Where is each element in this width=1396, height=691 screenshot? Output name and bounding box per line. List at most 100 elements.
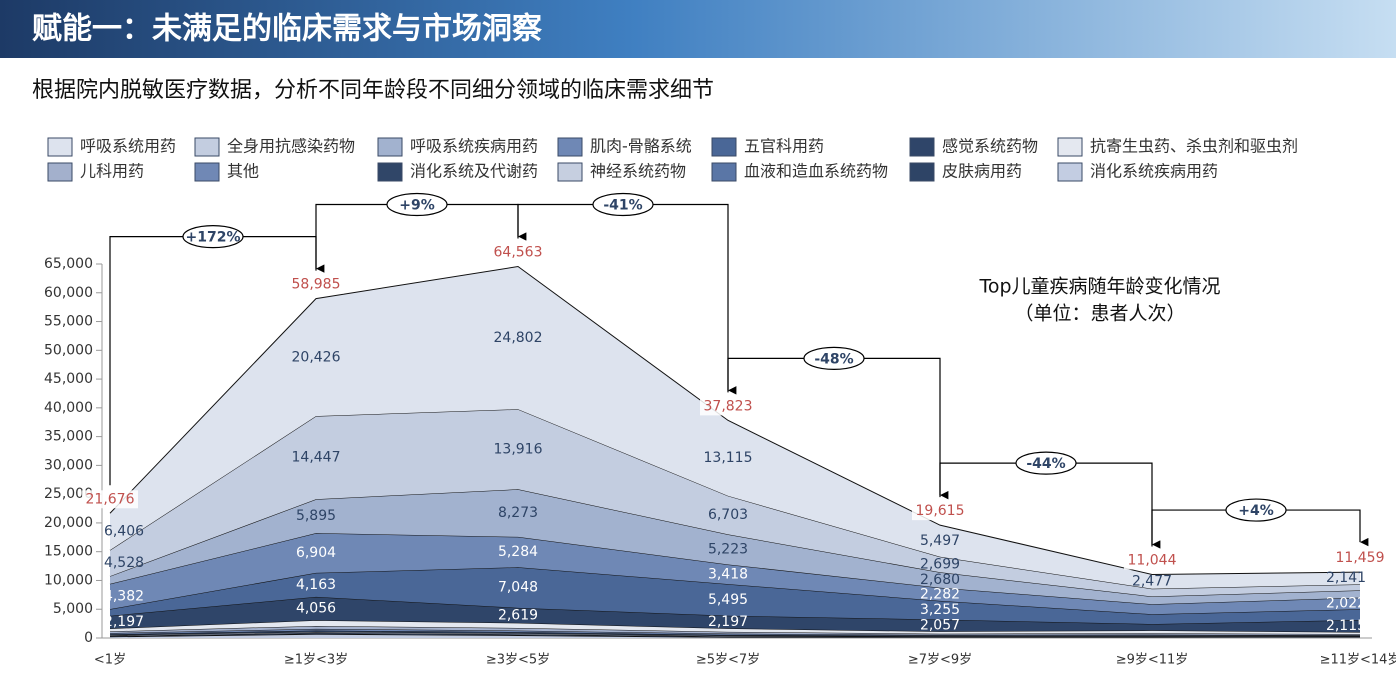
total-bg [1124,551,1180,570]
area-edge [109,630,1361,637]
legend-swatch [557,162,583,182]
x-tick-label: ≥3岁<5岁 [486,653,550,668]
legend-swatch [1057,162,1083,182]
change-badge [386,192,448,217]
total-bg [912,502,968,521]
legend-label: 消化系统疾病用药 [1090,162,1218,181]
area [110,567,1360,625]
data-label: 2,197 [708,614,748,630]
change-badge [592,192,654,217]
area [110,489,1360,605]
y-tick-label: 40,000 [44,400,93,416]
legend-label: 呼吸系统用药 [80,137,176,156]
data-label: 4,056 [296,601,336,617]
data-label: 2,680 [920,572,960,588]
area [110,628,1360,636]
y-tick-label: 30,000 [44,457,93,473]
y-tick-label: 45,000 [44,371,93,387]
legend-swatch [194,162,220,182]
legend-label: 五官科用药 [744,137,824,156]
change-badge [182,225,244,249]
legend-label: 抗寄生虫药、杀虫剂和驱虫剂 [1090,137,1298,156]
total-bg [82,490,138,509]
data-label: 7,048 [498,580,538,596]
data-label: 5,284 [498,544,538,560]
total-bg [288,275,344,294]
data-label: 2,141 [1326,570,1366,586]
data-label: 4,382 [104,589,144,605]
data-label: 2,699 [920,557,960,573]
area [110,620,1360,635]
chart-title: Top儿童疾病随年龄变化情况 [978,276,1220,298]
change-label: -41% [603,198,642,214]
x-tick-label: ≥1岁<3岁 [284,653,348,668]
data-label: 4,163 [296,577,336,593]
x-tick-label: <1岁 [94,653,126,668]
y-tick-label: 55,000 [44,314,93,330]
legend-label: 血液和造血系统药物 [744,162,888,181]
area [110,266,1360,589]
change-badge [1225,498,1287,522]
total-label: 58,985 [292,277,341,293]
total-label: 11,044 [1128,552,1177,568]
header-bar [0,0,1396,58]
legend-swatch [47,162,73,182]
data-label: 24,802 [494,330,543,346]
y-tick-label: 25,000 [44,486,93,502]
data-label: 5,223 [708,541,748,557]
x-tick-label: ≥11岁<14岁 [1320,653,1396,668]
y-tick-label: 15,000 [44,544,93,560]
area [110,409,1360,597]
data-label: 6,406 [104,524,144,540]
data-label: 2,115 [1326,618,1366,634]
x-tick-label: ≥7岁<9岁 [908,653,972,668]
area-edge [109,265,1361,575]
change-label: -44% [1026,456,1065,472]
data-label: 5,497 [920,533,960,549]
total-label: 64,563 [494,245,543,261]
legend-label: 其他 [227,162,259,181]
legend-swatch [1057,137,1083,157]
y-tick-label: 5,000 [53,601,93,617]
total-bg [700,397,756,416]
area [110,596,1360,633]
legend-swatch [711,162,737,182]
legend-swatch [711,137,737,157]
data-label: 2,282 [920,586,960,602]
data-label: 13,916 [494,441,543,457]
y-tick-label: 50,000 [44,342,93,358]
y-tick-label: 65,000 [44,256,93,272]
legend-swatch [557,137,583,157]
area-edge [109,619,1361,633]
data-label: 3,418 [708,566,748,582]
change-label: +4% [1238,503,1274,519]
legend-label: 肌肉-骨骼系统 [590,137,692,156]
data-label: 14,447 [292,450,341,466]
total-label: 21,676 [86,491,135,507]
legend-label: 呼吸系统疾病用药 [410,137,538,156]
legend-swatch [47,137,73,157]
data-label: 2,477 [1132,574,1172,590]
change-label: -48% [814,351,853,367]
y-tick-label: 35,000 [44,429,93,445]
data-label: 5,895 [296,508,336,524]
data-label: 6,703 [708,507,748,523]
legend-label: 消化系统及代谢药 [410,162,538,181]
data-label: 8,273 [498,505,538,521]
chart-subtitle: （单位：患者人次） [1014,303,1185,325]
data-label: 2,022 [1326,595,1366,611]
legend-swatch [194,137,220,157]
legend-swatch [377,162,403,182]
change-label: +9% [399,198,435,214]
legend-label: 皮肤病用药 [942,162,1022,181]
data-label: 2,197 [104,614,144,630]
data-label: 6,904 [296,545,336,561]
change-badge [803,346,865,370]
data-label: 20,426 [292,349,341,365]
area [110,625,1360,636]
data-label: 4,528 [104,555,144,571]
legend-label: 神经系统药物 [590,162,686,181]
legend-label: 感觉系统药物 [942,137,1038,156]
x-tick-label: ≥9岁<11岁 [1116,653,1189,668]
